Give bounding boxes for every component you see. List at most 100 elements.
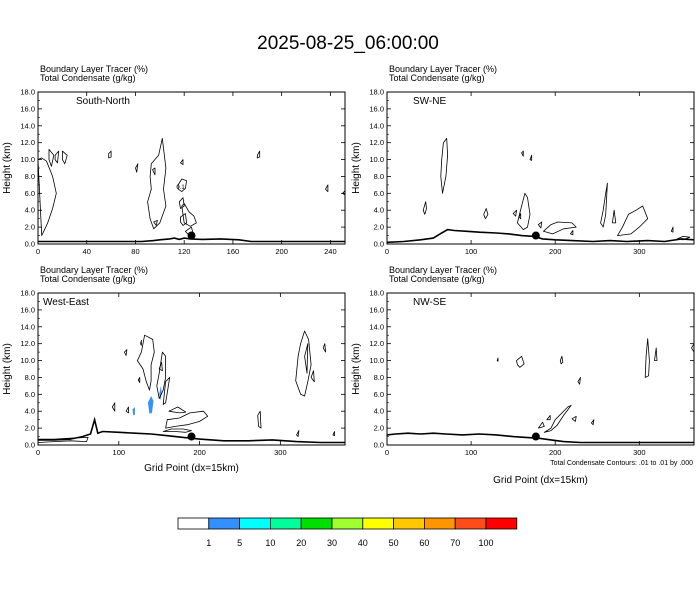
x-tick-label: 100 [465,247,478,256]
colorbar-label: 5 [237,538,242,548]
y-tick-label: 4.0 [374,407,384,416]
colorbar-label: 60 [419,538,429,548]
colorbar-swatch [300,517,333,530]
x-tick-label: 0 [36,448,40,457]
y-tick-label: 8.0 [25,172,35,181]
terrain-line [387,432,694,444]
colorbar-swatch [208,517,241,530]
condensate-contour [612,209,617,224]
condensate-contour [496,357,499,362]
y-tick-label: 2.0 [25,223,35,232]
condensate-contour [325,184,329,193]
tracer-blob [147,396,154,414]
condensate-contour [518,213,522,220]
x-tick-label: 80 [131,247,139,256]
y-tick-label: 2.0 [374,223,384,232]
y-tick-label: 6.0 [25,390,35,399]
y-tick-label: 18.0 [20,289,35,298]
y-tick-label: 6.0 [25,189,35,198]
x-tick-label: 300 [633,247,646,256]
panel-label: NW-SE [413,297,446,308]
condensate-contour [654,347,658,362]
variable-label: Boundary Layer Tracer (%) [40,265,148,275]
panel-nw-se: Boundary Layer Tracer (%)Total Condensat… [351,265,695,486]
condensate-contour [529,154,533,161]
condensate-contour [691,343,694,353]
y-axis-label: Height (km) [2,343,13,395]
condensate-contour [125,406,129,414]
y-tick-label: 14.0 [369,322,384,331]
panel-label: SW-NE [413,96,446,107]
y-tick-label: 16.0 [369,104,384,113]
condensate-contour [617,205,649,237]
terrain-line [38,237,345,243]
y-tick-label: 12.0 [369,339,384,348]
colorbar-swatch [177,517,210,530]
panel-sw-ne: Boundary Layer Tracer (%)Total Condensat… [351,64,695,256]
tracer-blob [159,385,162,401]
x-tick-label: 160 [227,247,240,256]
y-tick-label: 4.0 [25,206,35,215]
x-axis-label: Grid Point (dx=15km) [493,475,588,486]
condensate-contour [162,428,192,433]
condensate-contour [483,208,489,220]
y-tick-label: 10.0 [20,155,35,164]
condensate-contour [140,339,142,346]
condensate-contour [543,404,572,433]
x-tick-label: 120 [178,247,191,256]
colorbar-label: 100 [478,538,493,548]
condensate-contour [168,406,187,414]
condensate-contour [670,226,674,233]
y-tick-label: 16.0 [369,305,384,314]
condensate-contour [137,376,141,383]
y-tick-label: 0.0 [25,441,35,450]
condensate-contour [577,376,581,385]
condensate-contour [158,361,163,372]
figure-title: 2025-08-25_06:00:00 [257,33,439,54]
x-tick-label: 240 [324,247,337,256]
y-axis-label: Height (km) [351,142,362,194]
x-tick-label: 40 [83,247,91,256]
colorbar-label: 50 [389,538,399,548]
condensate-contour [546,414,551,421]
colorbar-swatch [239,517,271,530]
colorbar-label: 20 [296,538,306,548]
x-tick-label: 200 [193,448,206,457]
condensate-contour [147,137,167,230]
y-tick-label: 0.0 [374,240,384,249]
colorbar-swatch [362,517,394,530]
panel-west-east: Boundary Layer Tracer (%)Total Condensat… [2,265,346,474]
y-tick-label: 14.0 [20,322,35,331]
variable-label: Boundary Layer Tracer (%) [40,64,148,74]
x-tick-label: 0 [385,448,389,457]
condensate-contour [296,430,300,438]
y-tick-label: 12.0 [20,339,35,348]
condensate-contour [135,163,139,173]
terrain-line [387,228,694,244]
condensate-contour [181,203,197,227]
plot-frame [37,292,346,446]
condensate-contour [332,431,335,437]
y-tick-label: 6.0 [374,390,384,399]
colorbar-label: 40 [358,538,368,548]
condensate-contour [521,150,524,157]
y-tick-label: 4.0 [374,206,384,215]
condensate-contour [111,402,116,412]
condensate-contour [644,338,650,378]
x-tick-label: 100 [113,448,126,457]
colorbar-label: 1 [206,538,211,548]
y-tick-label: 8.0 [25,373,35,382]
x-tick-label: 200 [549,247,562,256]
x-tick-label: 200 [275,247,288,256]
y-tick-label: 16.0 [20,305,35,314]
condensate-contour [422,201,427,215]
panels: Boundary Layer Tracer (%)Total Condensat… [2,64,695,486]
site-marker [187,231,196,240]
y-tick-label: 8.0 [374,172,384,181]
site-marker [531,231,540,240]
condensate-contour [295,330,312,397]
y-tick-label: 14.0 [369,121,384,130]
tracer-blob [132,407,135,416]
condensate-contour [571,415,577,422]
